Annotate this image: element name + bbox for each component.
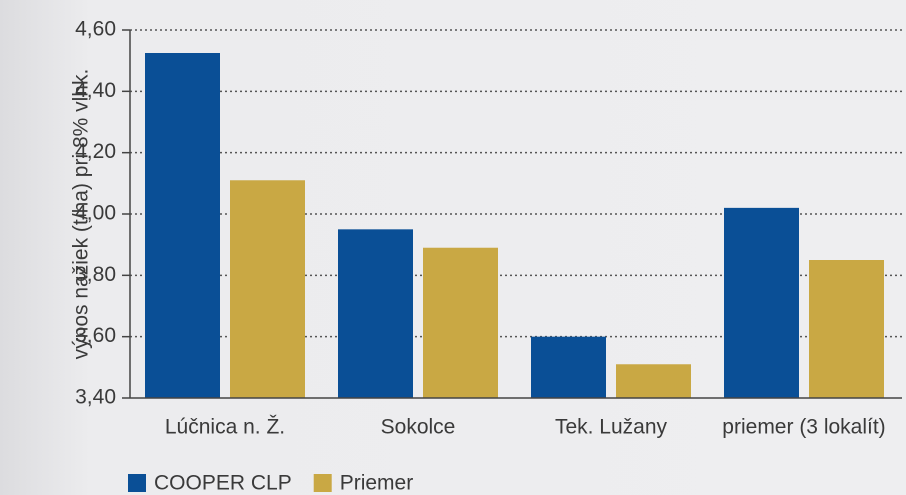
legend-swatch: [313, 474, 332, 492]
legend-label: Priemer: [340, 472, 414, 495]
legend-label: COOPER CLP: [154, 472, 292, 495]
y-tick-label: 3,60: [75, 324, 116, 347]
x-tick-label: priemer (3 lokalít): [722, 416, 885, 439]
bar: [423, 247, 498, 398]
bar: [230, 180, 305, 398]
bar: [338, 229, 413, 398]
bar: [809, 260, 884, 398]
y-tick-label: 3,80: [75, 263, 116, 286]
y-tick-label: 4,60: [75, 18, 116, 41]
y-tick-label: 4,40: [75, 79, 116, 102]
bar: [145, 53, 220, 398]
x-tick-label: Sokolce: [381, 416, 456, 439]
bar: [616, 364, 691, 398]
bar: [724, 207, 799, 398]
y-tick-label: 4,20: [75, 140, 116, 163]
x-tick-label: Lúčnica n. Ž.: [165, 416, 285, 439]
y-axis-label: výnos nažiek (t/ha) pri 8% vlhk.: [70, 69, 93, 360]
bar: [531, 336, 606, 398]
x-tick-label: Tek. Lužany: [555, 416, 668, 439]
y-tick-label: 3,40: [75, 386, 116, 409]
y-tick-label: 4,00: [75, 202, 116, 225]
legend-swatch: [128, 474, 146, 492]
